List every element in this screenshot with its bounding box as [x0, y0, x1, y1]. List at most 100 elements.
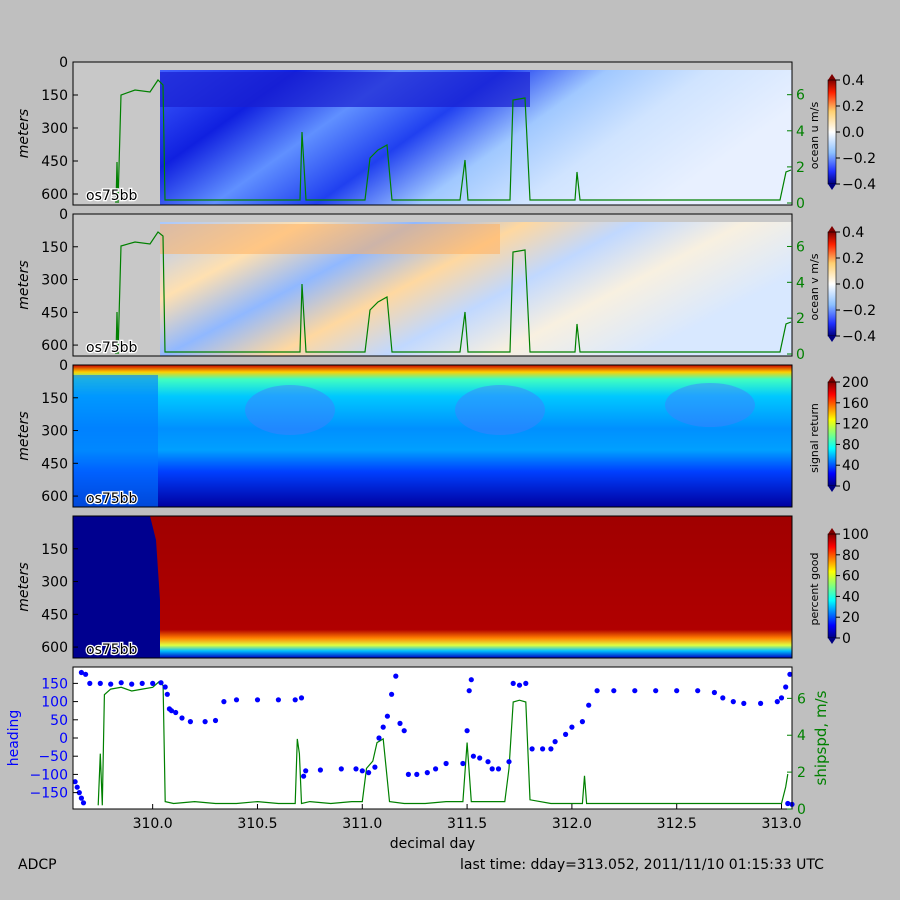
heading-point: [785, 800, 791, 807]
panel-u-top-band: [160, 72, 530, 107]
shipspd-tick-label: 6: [796, 88, 805, 104]
depth-tick-label: 150: [41, 240, 68, 256]
panel-v-instrument-label: os75bb: [86, 340, 138, 356]
heading-point: [529, 746, 535, 752]
panel-signal-bowl-3: [665, 383, 755, 427]
colorbar-u: [827, 74, 837, 190]
heading-point: [389, 691, 395, 697]
heading-point: [292, 697, 298, 703]
heading-point: [548, 746, 554, 752]
depth-tick-label: 0: [59, 207, 68, 223]
colorbar-tick-label: 40: [842, 458, 860, 474]
heading-point: [758, 700, 764, 707]
panel-signal-instrument-label: os75bb: [86, 491, 138, 507]
colorbar-label: ocean u m/s: [808, 102, 821, 170]
colorbar-tick-label: 0.4: [842, 225, 864, 241]
panel-pg-instrument-label: os75bb: [86, 642, 138, 658]
heading-point: [611, 688, 617, 694]
heading-point: [366, 770, 372, 776]
heading-plot-layer: [72, 669, 795, 807]
shipspd-tick-label: 2: [797, 765, 806, 781]
heading-point: [301, 773, 307, 779]
shipspd-tick-label: 4: [796, 124, 805, 140]
heading-point: [97, 680, 103, 687]
panel-u-shipspd-line: [115, 79, 792, 204]
heading-point: [489, 766, 495, 772]
panel-signal-field: [73, 365, 792, 507]
panel-signal-bowl-1: [245, 385, 335, 435]
colorbar-tick-label: 100: [842, 527, 869, 543]
heading-tick-label: −50: [38, 749, 68, 765]
footer-last-time: last time: dday=313.052, 2011/11/10 01:1…: [460, 857, 824, 873]
heading-tick-label: 150: [41, 676, 68, 692]
heading-point: [787, 671, 793, 677]
colorbar-v: [827, 226, 837, 342]
heading-point: [317, 767, 323, 773]
shipspd-axis-label: shipspd, m/s: [812, 690, 830, 785]
x-axis-label: decimal day: [390, 836, 475, 852]
heading-point: [730, 699, 736, 705]
panel-pg-left-block: [73, 516, 160, 658]
heading-point: [179, 715, 185, 721]
panel-ocean-u: os75bb: [72, 61, 793, 206]
heading-point: [433, 766, 439, 772]
colorbar-tick-label: 80: [842, 437, 860, 453]
x-tick-label: 312.5: [657, 816, 697, 832]
depth-tick-label: 450: [41, 456, 68, 472]
depth-tick-label: 0: [59, 358, 68, 374]
panel-ocean-v: os75bb: [72, 213, 793, 357]
colorbar-tick-label: 20: [842, 610, 860, 626]
heading-point: [443, 760, 449, 767]
heading-point: [254, 697, 261, 703]
heading-point: [464, 728, 470, 734]
colorbar-tick-label: −0.2: [842, 303, 876, 319]
colorbar-tick-label: 40: [842, 589, 860, 605]
heading-point: [221, 699, 227, 705]
heading-point: [158, 680, 164, 686]
heading-point: [87, 680, 93, 687]
colorbar-signal: [827, 376, 837, 492]
heading-point: [586, 702, 592, 708]
heading-point: [397, 720, 403, 727]
heading-point: [72, 779, 78, 785]
heading-point: [76, 790, 82, 796]
panel-heading-bg: [73, 667, 792, 809]
x-tick-label: 312.0: [552, 816, 592, 832]
depth-tick-label: 450: [41, 154, 68, 170]
heading-tick-label: −100: [30, 767, 68, 783]
heading-point: [414, 771, 420, 778]
heading-point: [783, 684, 789, 690]
depth-axis-label: meters: [16, 411, 32, 460]
colorbar-label: ocean v m/s: [808, 253, 821, 320]
shipspd-tick-label: 4: [796, 275, 805, 291]
heading-point: [485, 759, 491, 765]
depth-tick-label: 450: [41, 607, 68, 623]
heading-tick-label: 50: [50, 713, 68, 729]
heading-point: [78, 795, 84, 801]
heading-point: [552, 739, 558, 745]
heading-point: [424, 770, 430, 776]
depth-tick-label: 300: [41, 273, 68, 289]
heading-point: [460, 760, 466, 767]
heading-point: [384, 713, 390, 719]
heading-point: [470, 753, 476, 759]
heading-point: [74, 784, 80, 790]
heading-point: [720, 695, 726, 701]
colorbar-tick-label: −0.2: [842, 151, 876, 167]
depth-tick-label: 600: [41, 640, 68, 656]
heading-point: [83, 671, 89, 677]
heading-point: [778, 695, 785, 701]
heading-point: [168, 708, 175, 714]
colorbar-tick-label: −0.4: [842, 177, 876, 193]
panel-u-frame: [72, 61, 793, 206]
panel-pg-frame: [72, 515, 793, 659]
heading-point: [187, 719, 193, 725]
heading-point: [129, 681, 135, 687]
footer-instrument-label: ADCP: [18, 857, 57, 873]
colorbar-tick-label: −0.4: [842, 329, 876, 345]
heading-tick-label: 0: [59, 731, 68, 747]
x-tick-label: 313.0: [761, 816, 801, 832]
heading-point: [353, 766, 359, 772]
depth-tick-label: 600: [41, 187, 68, 203]
panel-v-shipspd-line: [115, 231, 792, 355]
